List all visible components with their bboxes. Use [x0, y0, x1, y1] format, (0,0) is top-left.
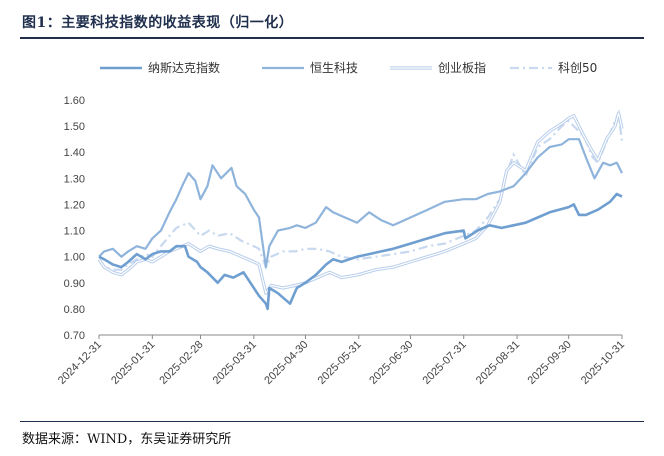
- x-tick-label: 2025-04-30: [262, 339, 310, 387]
- series-line: [98, 138, 623, 269]
- series-line: [98, 192, 623, 311]
- x-tick-label: 2025-02-28: [157, 339, 205, 387]
- y-tick-label: 1.10: [64, 226, 85, 238]
- legend-item: 科创50: [510, 61, 597, 75]
- legend-label: 创业板指: [438, 60, 486, 75]
- x-tick-label: 2024-12-31: [56, 339, 104, 387]
- legend-item: 创业板指: [390, 60, 486, 75]
- x-tick-label: 2025-09-30: [526, 339, 574, 387]
- x-tick-label: 2025-08-31: [474, 339, 522, 387]
- series-line-inner: [98, 112, 623, 294]
- series-3: [97, 111, 624, 295]
- chart-legend: 纳斯达克指数 恒生科技 创业板指 科创50: [100, 60, 597, 75]
- x-tick-label: 2025-06-30: [367, 339, 415, 387]
- series-layer: [97, 109, 624, 311]
- bottom-rule: [20, 421, 644, 422]
- series-line: [98, 109, 624, 271]
- legend-label: 纳斯达克指数: [148, 60, 220, 75]
- legend-item: 纳斯达克指数: [100, 60, 220, 75]
- series-4: [98, 109, 624, 271]
- y-tick-label: 0.70: [64, 330, 85, 342]
- y-tick-label: 1.30: [64, 173, 85, 185]
- series-2: [98, 138, 623, 269]
- x-tick-label: 2025-07-31: [421, 339, 469, 387]
- y-tick-label: 0.80: [64, 304, 85, 316]
- y-tick-label: 1.00: [64, 252, 85, 264]
- x-tick-label: 2025-05-31: [316, 339, 364, 387]
- figure-title: 图1：主要科技指数的收益表现（归一化）: [22, 15, 294, 31]
- legend-label: 恒生科技: [310, 61, 358, 75]
- legend-item: 恒生科技: [262, 61, 358, 75]
- y-tick-label: 1.40: [64, 147, 85, 159]
- top-rule: [20, 37, 644, 39]
- y-tick-label: 1.50: [64, 121, 85, 133]
- y-tick-label: 1.60: [64, 95, 85, 107]
- y-tick-label: 1.20: [64, 199, 85, 211]
- x-tick-label: 2025-10-31: [579, 339, 627, 387]
- y-tick-label: 0.90: [64, 278, 85, 290]
- x-tick-label: 2025-03-31: [211, 339, 259, 387]
- data-source-note: 数据来源：WIND，东吴证券研究所: [22, 432, 232, 447]
- line-chart: 纳斯达克指数 恒生科技 创业板指 科创50 0.70 0.80 0.90 1.00 1.10 1…: [56, 60, 627, 387]
- series-1: [98, 192, 623, 311]
- x-tick-label: 2025-01-31: [109, 339, 157, 387]
- legend-label: 科创50: [558, 61, 597, 75]
- series-line-outer: [97, 111, 624, 295]
